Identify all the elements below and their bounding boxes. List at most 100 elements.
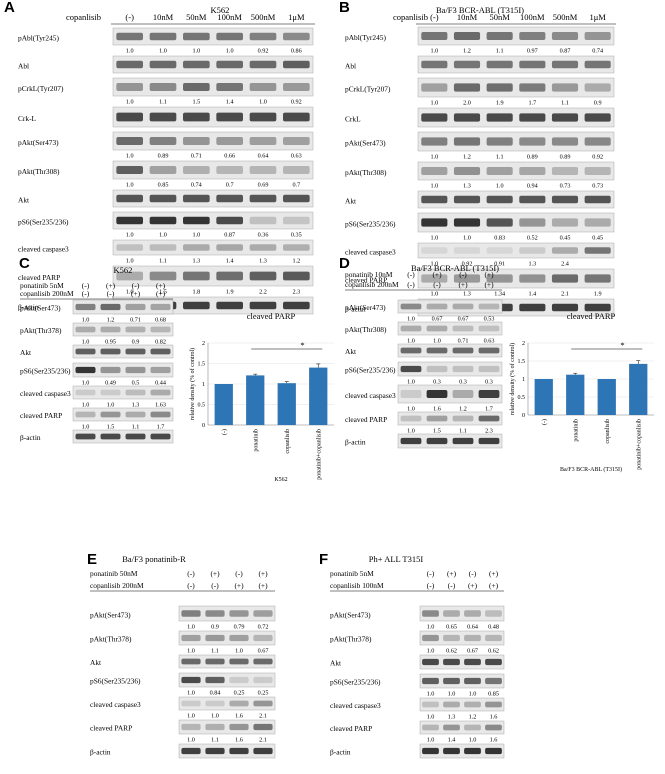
protein-label: CrkL [345,114,361,123]
blot-band [453,83,481,92]
quant-value: 0.9 [211,624,219,631]
protein-label: β-actin [330,748,351,757]
quant-value: 0.9 [594,100,602,107]
panel-letter: B [339,0,350,16]
blot-band [486,247,513,254]
blot-band [116,112,143,122]
blot-band [486,60,513,69]
blot-band [181,700,201,707]
quant-value: 1.4 [226,258,234,265]
blot-band [229,634,249,642]
quant-value: 1.2 [463,48,471,55]
blot-strip [72,385,174,400]
blot-band [584,83,611,92]
quant-value: 1.0 [430,183,438,190]
blot-band [125,348,146,355]
quant-value: 1.0 [469,737,477,744]
condition-label: (-) [125,12,134,22]
quant-value: 1.2 [292,258,300,265]
quant-value: 0.62 [446,648,457,655]
blot-row: pS6(Ser235/236) 1.0 1.0 1.0 0.87 0.36 0.35 [18,211,314,239]
blot-band [149,83,177,91]
y-tick-label: 1.5 [198,362,206,368]
condition-label: (-) [430,12,439,22]
protein-label: pAkt(Ser473) [345,303,386,312]
blot-band [116,60,143,69]
blot-row: Akt [330,654,505,670]
blot-row: β-actin [345,433,503,449]
blot-band [519,303,546,312]
x-tick-label: ponatinib [253,429,259,452]
blot-strip [417,268,615,289]
quant-value: 0.5 [132,380,140,387]
blot-row: pAkt(Thr378) 1.0 1.1 1.0 0.67 [90,630,276,655]
blot-strip [72,429,174,444]
blot-band [485,658,502,666]
blot-band [584,137,611,146]
blot-band [100,389,121,396]
blot-row: pCrkL(Tyr207) 1.0 1.1 1.5 1.4 1.0 0.92 [18,77,314,106]
quant-value: 1.1 [561,100,569,107]
quant-value: 0.67 [458,316,469,323]
blot-band [116,166,143,174]
quant-value: 0.85 [158,182,169,189]
treatment-sign: (-) [82,289,90,298]
quant-value: 0.63 [484,338,495,345]
blot-band [100,433,121,440]
quant-value: 1.5 [107,424,115,431]
blot-row: pS6(Ser235/236) 1.0 0.49 0.5 0.44 [20,362,174,387]
blot-band [464,658,481,666]
blot-band [426,365,448,373]
blot-band [478,365,500,373]
blot-band [422,724,439,731]
quant-value: 0.67 [258,648,269,655]
quant-value: 1.0 [126,182,134,189]
blot-band [584,60,611,69]
blot-band [519,113,546,122]
blot-strip [417,190,615,209]
treatment-sign: (+) [106,281,116,290]
blot-band [181,723,201,731]
blot-band [283,194,310,203]
blot-band [443,610,460,617]
quant-value: 1.5 [192,99,200,106]
blot-band [149,32,177,41]
quant-value: 1.0 [126,99,134,106]
treatment-sign: (+) [489,569,499,578]
quant-value: 2.4 [561,261,569,268]
blot-band [426,390,448,398]
quant-value: 0.68 [155,317,166,324]
treatment-sign: (-) [448,581,456,590]
significance-mark: * [620,340,624,350]
condition-label: 1μM [288,12,305,22]
treatment-sign: (-) [407,270,415,279]
quant-value: 0.48 [488,624,499,631]
blot-row: pAkt(Ser473) 1.0 0.9 0.79 0.72 [90,605,276,631]
blot-band [183,194,210,203]
blot-band [426,347,448,354]
blot-band [584,247,611,254]
blot-band [485,701,502,708]
quant-value: 1.2 [469,714,477,721]
blot-row: cleaved PARP 1.0 1.5 1.1 1.7 [20,407,174,431]
quant-value: 1.6 [235,737,243,744]
protein-label: cleaved PARP [345,275,387,284]
blot-row: Akt [18,189,314,208]
blot-band [464,610,481,617]
protein-label: cleaved PARP [20,411,62,420]
blot-band [150,366,171,374]
chart-C: cleaved PARP 0 0.5 1 1.5 2 relative density (%… [189,311,334,483]
blot-band [453,195,481,204]
protein-label: Akt [330,659,342,668]
quant-value: 0.71 [191,153,202,160]
blot-strip [112,106,314,128]
blot-band [181,676,201,684]
blot-band [486,32,513,40]
treatment-sign: (-) [187,581,195,590]
quant-value: 0.85 [488,691,499,698]
panel-letter: E [87,551,97,568]
protein-label: pAkt(Thr378) [20,326,62,335]
blot-band [283,112,310,122]
blot-band [584,274,611,283]
treatment-sign: (-) [211,581,219,590]
